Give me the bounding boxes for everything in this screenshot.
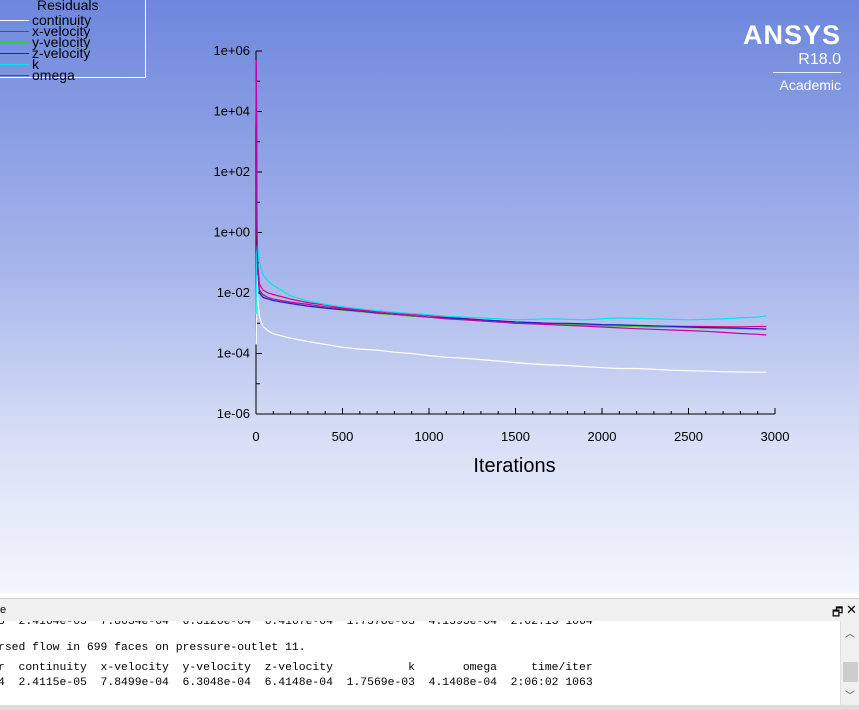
y-tick-label: 1e-02: [217, 285, 250, 300]
console-output[interactable]: 5 2.4164e-05 7.8634e-04 6.3126e-04 6.416…: [0, 621, 840, 705]
console-scrollbar[interactable]: ︿ ﹀: [840, 621, 859, 705]
scroll-up-icon[interactable]: ︿: [845, 629, 855, 640]
series-line-continuity: [255, 262, 767, 373]
y-tick-label: 1e-04: [217, 346, 250, 361]
legend-label: z-velocity: [32, 45, 91, 61]
ansys-logo: ANSYS R18.0 Academic: [743, 20, 841, 93]
console-line: r continuity x-velocity y-velocity z-vel…: [0, 662, 593, 674]
logo-edition: Academic: [779, 77, 841, 93]
x-tick-label: 500: [332, 429, 354, 444]
console-line: 4 2.4115e-05 7.8499e-04 6.3048e-04 6.414…: [0, 677, 593, 689]
legend-swatch: [0, 42, 29, 43]
legend-item-x-velocity: x-velocity: [0, 23, 145, 39]
legend-swatch: [0, 31, 29, 32]
legend-title: Residuals: [37, 0, 99, 13]
logo-brand: ANSYS: [742, 20, 841, 50]
chart-legend: Residuals continuity x-velocity y-velocity…: [0, 0, 146, 83]
legend-swatch: [0, 20, 29, 21]
legend-label: continuity: [32, 12, 92, 28]
x-axis-label: Iterations: [473, 455, 555, 477]
legend-item-k: k: [0, 56, 145, 72]
legend-swatch: [0, 53, 29, 54]
legend-item-z-velocity: z-velocity: [0, 45, 145, 61]
y-tick-label: 1e+04: [213, 104, 250, 119]
y-tick-label: 1e+06: [213, 43, 250, 58]
logo-version: R18.0: [798, 51, 841, 68]
legend-item-continuity: continuity: [0, 12, 145, 28]
close-icon[interactable]: ✕: [846, 602, 857, 617]
x-tick-label: 3000: [761, 429, 790, 444]
console-title-bar: e 🗗 ✕: [0, 598, 859, 622]
horizontal-scrollbar[interactable]: [0, 705, 859, 710]
residuals-chart: 1e+06 1e+04 1e+02 1e+00 1e-02 1e-04 1e-060 500 1…: [213, 43, 790, 477]
y-tick-label: 1e+00: [213, 225, 250, 240]
x-tick-label: 2500: [674, 429, 703, 444]
logo-divider: [773, 72, 841, 73]
y-tick-label: 1e-06: [217, 406, 250, 421]
legend-label: x-velocity: [32, 23, 91, 39]
residuals-plot-area: 1e+06 1e+04 1e+02 1e+00 1e-02 1e-04 1e-06 0 500 1…: [0, 0, 859, 593]
legend-swatch: [0, 64, 29, 65]
x-tick-label: 1500: [501, 429, 530, 444]
restore-window-icon[interactable]: 🗗: [832, 605, 844, 619]
x-tick-label: 1000: [415, 429, 444, 444]
y-tick-label: 1e+02: [213, 164, 250, 179]
legend-label: y-velocity: [32, 34, 91, 50]
scroll-thumb[interactable]: [843, 662, 858, 682]
legend-swatch: [0, 75, 29, 76]
series-line-z-velocity: [255, 66, 767, 330]
series-line-k: [255, 244, 767, 321]
x-tick-label: 2000: [588, 429, 617, 444]
legend-label: k: [32, 56, 39, 72]
legend-item-y-velocity: y-velocity: [0, 34, 145, 50]
legend-label: omega: [32, 67, 75, 83]
series-line-y-velocity: [255, 81, 767, 330]
scroll-down-icon[interactable]: ﹀: [845, 691, 855, 702]
x-tick-label: 0: [252, 429, 259, 444]
series-line-x-velocity: [255, 60, 767, 328]
console-tab-label[interactable]: e: [0, 604, 7, 616]
console-line: 5 2.4164e-05 7.8634e-04 6.3126e-04 6.416…: [0, 621, 593, 628]
legend-item-omega: omega: [0, 67, 145, 83]
console-line: rsed flow in 699 faces on pressure-outle…: [0, 642, 306, 654]
series-line-omega: [255, 60, 767, 336]
